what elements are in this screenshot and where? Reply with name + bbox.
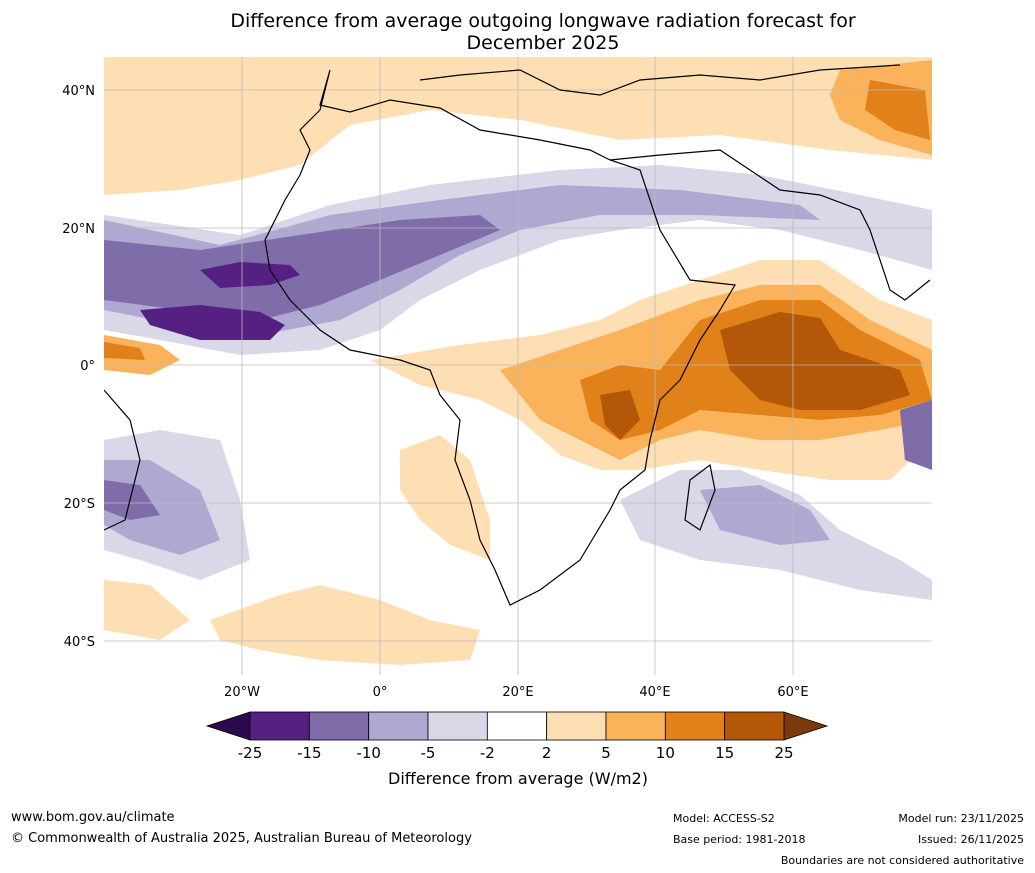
- gridlines: [104, 57, 932, 675]
- lon-label-20w: 20°W: [224, 685, 260, 700]
- lon-label-60e: 60°E: [777, 685, 808, 700]
- footer-website[interactable]: www.bom.gov.au/climate: [11, 810, 175, 825]
- lat-label-20s: 20°S: [64, 497, 95, 512]
- negative-anomaly-east-indian: [900, 400, 932, 470]
- colorbar-bin: [546, 711, 607, 741]
- positive-anomaly-north: [104, 57, 932, 195]
- positive-anomaly-indian-ocean-core: [720, 312, 910, 410]
- madagascar-coast: [684, 463, 716, 531]
- negative-anomaly-core-north: [200, 262, 300, 288]
- map-title-line2: December 2025: [466, 32, 620, 54]
- positive-anomaly-southwest-africa: [400, 435, 490, 560]
- colorbar-tick-label: 15: [715, 744, 734, 762]
- colorbar-tick-label: 2: [542, 744, 552, 762]
- lon-label-40e: 40°E: [639, 685, 670, 700]
- coastlines: [104, 64, 931, 606]
- strong-positive-atlantic: [104, 342, 145, 360]
- colorbar-tick-label: -5: [421, 744, 436, 762]
- colorbar-bin: [486, 711, 548, 741]
- colorbar-tick-label: 25: [774, 744, 793, 762]
- colorbar-tick-label: -25: [238, 744, 263, 762]
- negative-anomaly-south-atlantic-mid: [104, 460, 220, 555]
- south-america-coast: [104, 389, 141, 531]
- arabia-india-coast: [609, 149, 931, 301]
- positive-anomaly-southwest: [104, 580, 190, 640]
- positive-anomaly-south: [210, 585, 480, 665]
- colorbar-bin: [605, 711, 666, 741]
- negative-anomaly-sahel-strong: [104, 215, 500, 320]
- lat-label-0: 0°: [80, 359, 95, 374]
- map-title-line1: Difference from average outgoing longwav…: [230, 10, 856, 32]
- colorbar-extend-max: [783, 711, 829, 741]
- footer-copyright: © Commonwealth of Australia 2025, Austra…: [11, 831, 472, 846]
- colorbar-tick-label: -10: [356, 744, 381, 762]
- colorbar-extend-min: [205, 711, 251, 741]
- footer-base-period: Base period: 1981-2018: [673, 833, 806, 846]
- map-title: Difference from average outgoing longwav…: [100, 10, 986, 54]
- colorbar-bin: [249, 711, 310, 741]
- colorbar-bin: [368, 711, 429, 741]
- colorbar-tick-label: 10: [656, 744, 675, 762]
- lat-label-20n: 20°N: [62, 222, 95, 237]
- colorbar-tick-label: -2: [480, 744, 495, 762]
- lon-label-20e: 20°E: [502, 685, 533, 700]
- negative-anomaly-south-atlantic-strong: [104, 480, 160, 520]
- footer-model: Model: ACCESS-S2: [673, 812, 775, 825]
- lon-label-0: 0°: [373, 685, 388, 700]
- negative-anomaly-core-south: [140, 305, 285, 340]
- colorbar-bin: [308, 711, 370, 741]
- negative-anomaly-south-indian-mid: [700, 485, 830, 545]
- europe-coast: [419, 64, 901, 96]
- colorbar: -25 -15 -10 -5 -2 2 5 10 15 25: [205, 711, 829, 762]
- colorbar-bin: [427, 711, 488, 741]
- colorbar-tick-label: 5: [601, 744, 611, 762]
- africa-coast: [264, 69, 736, 606]
- colorbar-title: Difference from average (W/m2): [388, 769, 648, 788]
- positive-anomaly-lakes-core: [600, 390, 640, 440]
- footer-model-run: Model run: 23/11/2025: [898, 812, 1024, 825]
- strong-positive-middle-east: [865, 80, 930, 140]
- lat-label-40s: 40°S: [64, 635, 95, 650]
- lat-label-40n: 40°N: [62, 84, 95, 99]
- colorbar-tick-label: -15: [297, 744, 322, 762]
- anomaly-field: [104, 57, 932, 665]
- footer-disclaimer: Boundaries are not considered authoritat…: [780, 854, 1024, 867]
- footer-issued: Issued: 26/11/2025: [917, 833, 1024, 846]
- colorbar-bin: [724, 711, 785, 741]
- colorbar-bin: [664, 711, 726, 741]
